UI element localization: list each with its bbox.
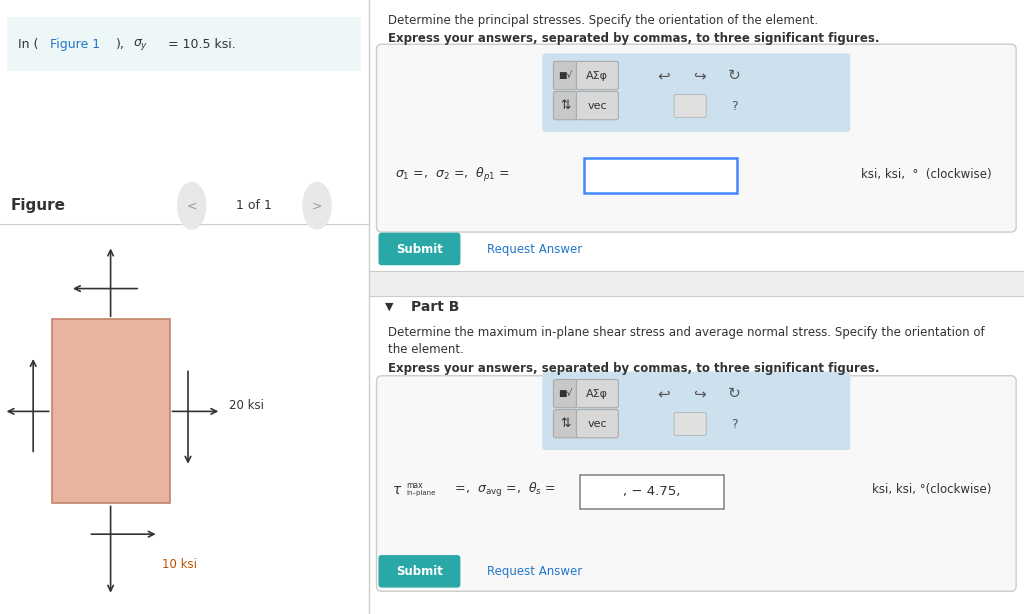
Text: Express your answers, separated by commas, to three significant figures.: Express your answers, separated by comma… bbox=[388, 31, 880, 45]
Text: <: < bbox=[186, 199, 197, 212]
Text: Submit: Submit bbox=[396, 565, 442, 578]
FancyBboxPatch shape bbox=[581, 475, 724, 509]
Text: ?: ? bbox=[731, 99, 737, 113]
Text: Determine the maximum in-plane shear stress and average normal stress. Specify t: Determine the maximum in-plane shear str… bbox=[388, 326, 985, 340]
FancyBboxPatch shape bbox=[553, 410, 578, 438]
Circle shape bbox=[303, 182, 331, 229]
FancyBboxPatch shape bbox=[577, 91, 618, 120]
FancyBboxPatch shape bbox=[553, 379, 578, 408]
Text: $\sigma_1$ =,  $\sigma_2$ =,  $\theta_{p1}$ =: $\sigma_1$ =, $\sigma_2$ =, $\theta_{p1}… bbox=[395, 166, 510, 184]
Text: 10 ksi: 10 ksi bbox=[162, 558, 198, 572]
Text: , − 4.75,: , − 4.75, bbox=[624, 485, 681, 499]
Text: Express your answers, separated by commas, to three significant figures.: Express your answers, separated by comma… bbox=[388, 362, 880, 375]
FancyBboxPatch shape bbox=[577, 410, 618, 438]
Text: ↻: ↻ bbox=[728, 386, 740, 401]
FancyBboxPatch shape bbox=[7, 17, 361, 71]
FancyBboxPatch shape bbox=[379, 233, 461, 265]
Text: ↪: ↪ bbox=[693, 386, 706, 401]
Text: ↩: ↩ bbox=[657, 386, 670, 401]
Text: ?: ? bbox=[731, 418, 737, 431]
Text: vec: vec bbox=[588, 419, 607, 429]
Text: ),: ), bbox=[116, 37, 125, 51]
Text: ▼: ▼ bbox=[385, 302, 393, 312]
Text: ■√: ■√ bbox=[558, 71, 572, 80]
FancyBboxPatch shape bbox=[543, 53, 850, 132]
Text: In (: In ( bbox=[18, 37, 39, 51]
Text: max: max bbox=[407, 481, 423, 490]
Text: Submit: Submit bbox=[396, 243, 442, 256]
Text: vec: vec bbox=[588, 101, 607, 111]
Text: ■√: ■√ bbox=[558, 389, 572, 398]
Text: Part B: Part B bbox=[412, 300, 460, 314]
FancyBboxPatch shape bbox=[674, 95, 707, 117]
Text: $\sigma_y$: $\sigma_y$ bbox=[133, 37, 147, 52]
Circle shape bbox=[178, 182, 206, 229]
Bar bbox=[51, 319, 170, 503]
FancyBboxPatch shape bbox=[377, 376, 1016, 591]
FancyBboxPatch shape bbox=[543, 371, 850, 450]
Text: the element.: the element. bbox=[388, 343, 464, 357]
Text: ⇅: ⇅ bbox=[560, 417, 570, 430]
Text: $\tau$: $\tau$ bbox=[391, 483, 402, 497]
Text: ↻: ↻ bbox=[728, 68, 740, 83]
FancyBboxPatch shape bbox=[577, 61, 618, 90]
Text: 1 of 1: 1 of 1 bbox=[237, 199, 272, 212]
Text: AΣφ: AΣφ bbox=[587, 71, 608, 80]
Text: >: > bbox=[311, 199, 323, 212]
Text: ksi, ksi,  °  (clockwise): ksi, ksi, ° (clockwise) bbox=[860, 168, 991, 182]
Text: Figure 1: Figure 1 bbox=[50, 37, 100, 51]
FancyBboxPatch shape bbox=[553, 91, 578, 120]
Text: Figure: Figure bbox=[11, 198, 67, 213]
Text: =,  $\sigma_{\mathrm{avg}}$ =,  $\theta_s$ =: =, $\sigma_{\mathrm{avg}}$ =, $\theta_s$… bbox=[451, 481, 555, 499]
FancyBboxPatch shape bbox=[553, 61, 578, 90]
FancyBboxPatch shape bbox=[674, 413, 707, 435]
Text: ↪: ↪ bbox=[693, 68, 706, 83]
FancyBboxPatch shape bbox=[577, 379, 618, 408]
Text: ksi, ksi, °(clockwise): ksi, ksi, °(clockwise) bbox=[871, 483, 991, 497]
FancyBboxPatch shape bbox=[377, 44, 1016, 232]
FancyBboxPatch shape bbox=[379, 555, 461, 588]
Text: ⇅: ⇅ bbox=[560, 99, 570, 112]
Text: = 10.5 ksi.: = 10.5 ksi. bbox=[168, 37, 236, 51]
Text: Determine the principal stresses. Specify the orientation of the element.: Determine the principal stresses. Specif… bbox=[388, 14, 818, 28]
Text: Request Answer: Request Answer bbox=[486, 565, 582, 578]
Text: in–plane: in–plane bbox=[407, 490, 436, 496]
Text: AΣφ: AΣφ bbox=[587, 389, 608, 398]
Bar bbox=[369, 271, 1024, 296]
Text: Request Answer: Request Answer bbox=[486, 243, 582, 256]
FancyBboxPatch shape bbox=[584, 158, 737, 193]
Text: 20 ksi: 20 ksi bbox=[228, 398, 263, 412]
Text: ↩: ↩ bbox=[657, 68, 670, 83]
